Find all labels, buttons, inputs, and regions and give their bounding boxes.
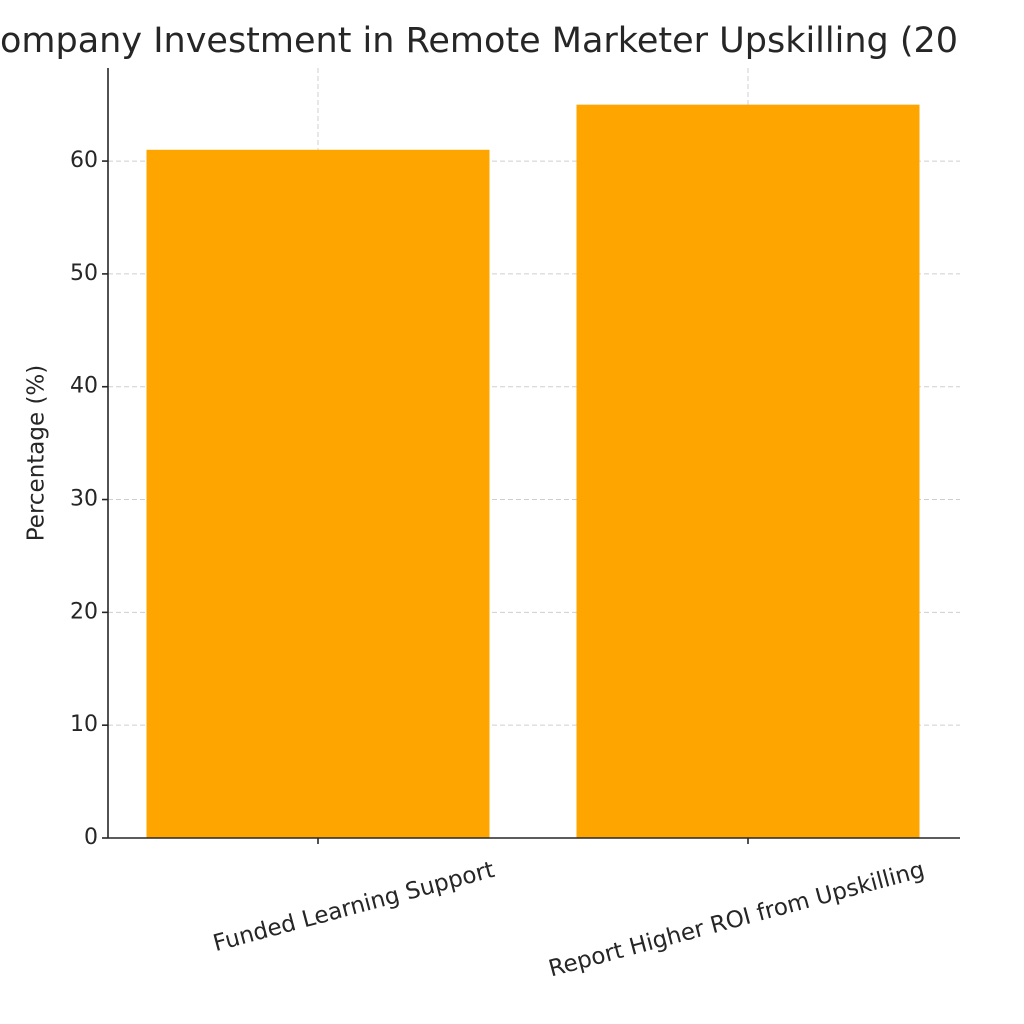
y-tick-label: 30 <box>70 487 98 512</box>
y-tick-label: 0 <box>84 825 98 850</box>
bar <box>146 149 490 839</box>
y-tick-label: 20 <box>70 599 98 624</box>
x-tick-label: Funded Learning Support <box>211 857 498 957</box>
y-tick-label: 50 <box>70 261 98 286</box>
x-tick-label: Report Higher ROI from Upskilling <box>546 857 927 982</box>
bar <box>576 104 920 838</box>
y-tick-label: 10 <box>70 712 98 737</box>
y-axis-label: Percentage (%) <box>24 365 50 542</box>
y-tick-label: 40 <box>70 374 98 399</box>
y-tick-label: 60 <box>70 148 98 173</box>
chart-title: ompany Investment in Remote Marketer Ups… <box>0 21 958 61</box>
